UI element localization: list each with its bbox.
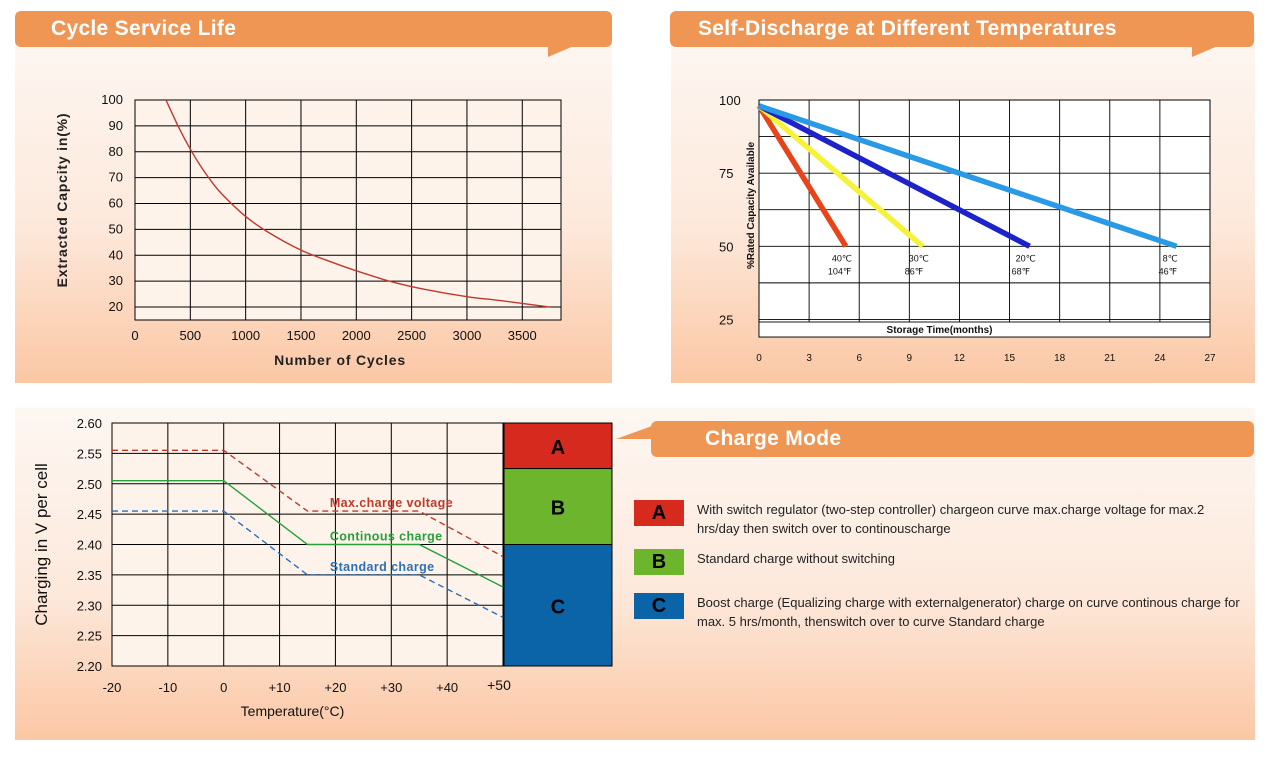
charge-line-0: [112, 449, 504, 558]
y-tick-label: 50: [109, 221, 123, 236]
charge-mode-chart: -20 -10 0 +10 +20 +30 +40 +50 2.20 2.25 2.30 2.35 2.…: [32, 416, 613, 719]
x-tick-label: 21: [1104, 353, 1116, 364]
y-tick-label: 70: [109, 170, 123, 185]
x-tick-label: +20: [324, 680, 346, 695]
series-label-2: Standard charge: [330, 560, 435, 574]
self-discharge-title-tail: [1192, 45, 1220, 57]
y-tick-label: 90: [109, 118, 123, 133]
y-axis-label: Charging in V per cell: [32, 463, 51, 626]
y-tick-label: 100: [101, 92, 123, 107]
x-tick-label: 2500: [397, 328, 426, 343]
legend-text-b: Standard charge without switching: [697, 551, 896, 566]
x-tick-label: +50: [487, 677, 511, 693]
legend-row-b: B Standard charge without switching: [634, 549, 1242, 575]
x-tick-label: 3500: [508, 328, 537, 343]
self-discharge-title: Self-Discharge at Different Temperatures: [670, 11, 1254, 47]
charge-line-1: [112, 480, 504, 588]
series-label-f: 104℉: [828, 266, 852, 276]
y-tick-label: 2.40: [77, 538, 102, 553]
series-label-c: 30℃: [909, 253, 929, 263]
self-discharge-chart: 0 3 6 9 12 15 18 21 24 27 25 50 75 100 Storage Time(mo…: [719, 93, 1216, 364]
x-tick-label: -20: [103, 680, 122, 695]
x-tick-label: 15: [1004, 353, 1016, 364]
x-tick-label: 9: [907, 353, 913, 364]
y-tick-label: 2.45: [77, 507, 102, 522]
x-tick-label: 1000: [231, 328, 260, 343]
series-label-f: 46℉: [1159, 266, 1178, 276]
x-tick-label: 0: [131, 328, 138, 343]
y-axis-label: %Rated Capacity Available: [746, 142, 757, 270]
zone-label-C: C: [551, 596, 565, 618]
x-axis-label: Storage Time(months): [887, 325, 993, 336]
plot-area: [134, 99, 562, 321]
y-tick-label: 25: [719, 312, 733, 327]
y-tick-label: 80: [109, 144, 123, 159]
capacity-line: [165, 99, 551, 308]
series-label-0: Max.charge voltage: [330, 496, 453, 510]
series-label-c: 40℃: [832, 253, 852, 263]
legend-box-b: B: [634, 549, 684, 575]
y-tick-label: 2.60: [77, 416, 102, 431]
y-tick-label: 2.20: [77, 659, 102, 674]
discharge-line-3: [758, 103, 1178, 249]
discharge-line-1: [757, 103, 925, 249]
x-tick-label: 2000: [342, 328, 371, 343]
y-tick-label: 20: [109, 299, 123, 314]
x-tick-label: 24: [1154, 353, 1166, 364]
y-tick-label: 50: [719, 239, 733, 254]
x-tick-label: 18: [1054, 353, 1066, 364]
x-tick-label: 0: [756, 353, 762, 364]
x-axis-label: Temperature(°C): [241, 703, 345, 719]
legend-row-c: C Boost charge (Equalizing charge with e…: [634, 593, 1242, 631]
y-tick-label: 60: [109, 196, 123, 211]
y-tick-label: 40: [109, 247, 123, 262]
x-tick-label: 12: [954, 353, 966, 364]
series-label-1: Continous charge: [330, 529, 443, 543]
y-axis-label: Extracted Capcity in(%): [54, 113, 70, 288]
y-tick-label: 2.25: [77, 629, 102, 644]
y-tick-label: 30: [109, 273, 123, 288]
legend-text-c: Boost charge (Equalizing charge with ext…: [697, 595, 1240, 629]
series-label-c: 20℃: [1016, 253, 1036, 263]
x-tick-label: 3: [806, 353, 812, 364]
zone-label-A: A: [551, 437, 565, 459]
cycle-life-chart: 0 500 1000 1500 2000 2500 3000 3500 20 30 40 50 60 70…: [54, 92, 562, 368]
y-tick-label: 75: [719, 166, 733, 181]
charge-mode-title-tail: [616, 426, 652, 439]
legend-row-a: A With switch regulator (two-step contro…: [634, 500, 1242, 538]
zone-C: [503, 544, 613, 667]
x-tick-label: -10: [158, 680, 177, 695]
zone-A: [503, 422, 613, 470]
series-label-c: 8℃: [1163, 253, 1178, 263]
legend-box-a: A: [634, 500, 684, 526]
charge-line-2: [112, 510, 504, 619]
series-label-f: 68℉: [1012, 266, 1031, 276]
x-tick-label: 500: [179, 328, 201, 343]
legend-text-a: With switch regulator (two-step controll…: [697, 502, 1205, 536]
x-tick-label: 3000: [452, 328, 481, 343]
plot-area: [758, 99, 1211, 338]
x-tick-label: 1500: [287, 328, 316, 343]
x-tick-label: 0: [220, 680, 227, 695]
legend-box-c: C: [634, 593, 684, 619]
x-tick-label: 6: [856, 353, 862, 364]
y-tick-label: 2.35: [77, 568, 102, 583]
charge-mode-title: Charge Mode: [651, 421, 1254, 457]
discharge-line-0: [756, 104, 849, 248]
discharge-line-2: [757, 103, 1031, 249]
x-tick-label: +40: [436, 680, 458, 695]
y-tick-label: 2.50: [77, 477, 102, 492]
cycle-life-title: Cycle Service Life: [15, 11, 612, 47]
y-tick-label: 2.55: [77, 446, 102, 461]
x-tick-label: +10: [269, 680, 291, 695]
zone-label-B: B: [551, 498, 565, 520]
x-axis-label: Number of Cycles: [274, 352, 406, 368]
x-tick-label: 27: [1204, 353, 1216, 364]
series-label-f: 86℉: [905, 266, 924, 276]
x-tick-label: +30: [380, 680, 402, 695]
y-tick-label: 2.30: [77, 598, 102, 613]
y-tick-label: 100: [719, 93, 741, 108]
x-axis-label-band: [758, 321, 1211, 338]
cycle-life-title-tail: [548, 45, 576, 57]
